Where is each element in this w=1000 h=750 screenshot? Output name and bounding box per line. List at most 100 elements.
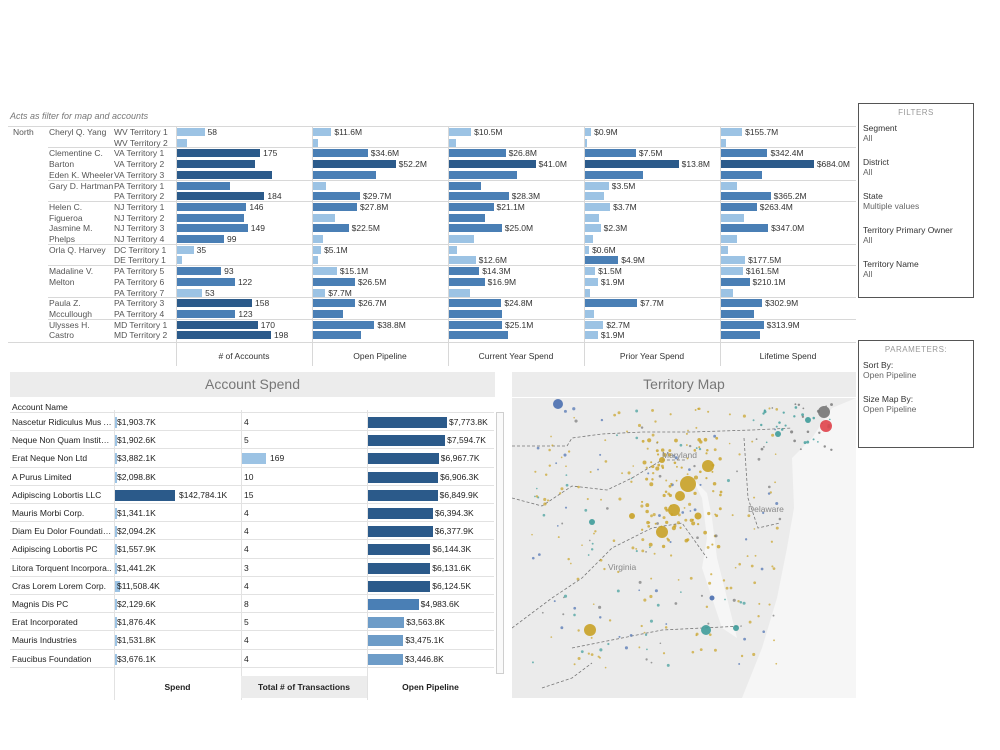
account-name[interactable]: Nascetur Ridiculus Mus A.. bbox=[12, 417, 112, 427]
spend-bar[interactable] bbox=[115, 526, 117, 538]
map-dot[interactable] bbox=[651, 471, 655, 475]
map-dot[interactable] bbox=[793, 439, 796, 443]
map-dot[interactable] bbox=[691, 521, 696, 526]
map-dot[interactable] bbox=[688, 502, 692, 506]
map-dot[interactable] bbox=[757, 457, 761, 461]
map-dot[interactable] bbox=[738, 562, 741, 566]
map-dot[interactable] bbox=[647, 525, 651, 528]
map-dot[interactable] bbox=[695, 634, 698, 637]
bar-pipeline[interactable] bbox=[313, 170, 377, 179]
map-dot[interactable] bbox=[768, 407, 771, 410]
map-dot[interactable] bbox=[689, 576, 693, 580]
map-dot[interactable] bbox=[550, 636, 553, 638]
map-dot[interactable] bbox=[616, 434, 618, 437]
map-dot[interactable] bbox=[567, 450, 571, 453]
map-dot[interactable] bbox=[673, 461, 677, 465]
map-dot[interactable] bbox=[739, 600, 743, 604]
map-dot[interactable] bbox=[562, 613, 565, 616]
map-dot[interactable] bbox=[697, 407, 700, 410]
map-dot[interactable] bbox=[617, 411, 621, 415]
bar-cy[interactable] bbox=[449, 245, 458, 254]
filter-value[interactable]: All bbox=[863, 269, 873, 279]
map-dot[interactable] bbox=[586, 497, 589, 501]
bar-lt[interactable] bbox=[721, 245, 728, 254]
map-dot[interactable] bbox=[715, 514, 719, 518]
map-dot[interactable] bbox=[802, 407, 805, 410]
pipeline-bar[interactable] bbox=[368, 453, 439, 465]
map-dot[interactable] bbox=[612, 539, 616, 542]
map-dot[interactable] bbox=[668, 493, 672, 498]
map-dot[interactable] bbox=[676, 465, 678, 468]
map-dot[interactable] bbox=[752, 652, 756, 657]
map-dot[interactable] bbox=[560, 487, 564, 491]
map-dot[interactable] bbox=[599, 648, 603, 652]
bar-accounts[interactable] bbox=[177, 256, 182, 265]
map-dot[interactable] bbox=[608, 619, 612, 622]
map-dot[interactable] bbox=[728, 413, 731, 416]
owner-name[interactable]: Jasmine M. bbox=[49, 223, 93, 234]
map-dot[interactable] bbox=[587, 554, 590, 556]
bar-pipeline[interactable] bbox=[313, 181, 326, 190]
map-dot[interactable] bbox=[665, 623, 668, 625]
map-dot[interactable] bbox=[686, 473, 689, 476]
map-dot[interactable] bbox=[573, 416, 575, 419]
account-name[interactable]: Faucibus Foundation bbox=[12, 653, 92, 664]
map-dot[interactable] bbox=[651, 478, 654, 481]
map-dot[interactable] bbox=[645, 503, 650, 508]
map-dot[interactable] bbox=[641, 538, 645, 542]
map-dot[interactable] bbox=[556, 525, 559, 527]
map-dot[interactable] bbox=[660, 448, 665, 452]
bar-cy[interactable] bbox=[449, 170, 517, 179]
pipeline-bar[interactable] bbox=[368, 489, 438, 501]
territory-name[interactable]: NJ Territory 1 bbox=[114, 201, 165, 212]
map-dot[interactable] bbox=[729, 586, 733, 590]
map-dot[interactable] bbox=[674, 456, 678, 460]
map-dot[interactable] bbox=[711, 470, 714, 473]
bar-accounts[interactable] bbox=[177, 320, 258, 329]
bar-cy[interactable] bbox=[449, 235, 475, 243]
map-dot[interactable] bbox=[699, 483, 702, 486]
bar-py[interactable] bbox=[585, 267, 596, 276]
map-dot[interactable] bbox=[679, 526, 682, 529]
map-dot[interactable] bbox=[593, 532, 595, 535]
map-dot[interactable] bbox=[642, 460, 647, 465]
map-dot[interactable] bbox=[728, 442, 731, 445]
table-row[interactable]: Cras Lorem Lorem Corp. $11,508.4K 4 $6,124.… bbox=[10, 575, 494, 594]
map-dot[interactable] bbox=[712, 489, 715, 493]
spend-bar[interactable] bbox=[115, 453, 117, 465]
table-row[interactable]: Magnis Dis PC $2,129.6K 8 $4,983.6K bbox=[10, 594, 494, 612]
map-dot[interactable] bbox=[803, 441, 807, 445]
map-dot[interactable] bbox=[772, 614, 775, 617]
map-dot[interactable] bbox=[705, 605, 709, 609]
map-canvas[interactable] bbox=[512, 398, 856, 698]
map-dot[interactable] bbox=[659, 457, 665, 463]
bar-py[interactable] bbox=[585, 170, 643, 179]
map-dot[interactable] bbox=[587, 652, 590, 655]
map-dot[interactable] bbox=[541, 611, 544, 614]
map-dot[interactable] bbox=[714, 534, 718, 538]
map-dot[interactable] bbox=[646, 447, 649, 450]
owner-name[interactable]: Paula Z. bbox=[49, 298, 81, 309]
map-dot[interactable] bbox=[553, 399, 563, 409]
map-dot[interactable] bbox=[707, 410, 710, 413]
territory-name[interactable]: PA Territory 5 bbox=[114, 266, 165, 277]
map-dot[interactable] bbox=[771, 565, 774, 568]
bar-py[interactable] bbox=[585, 224, 601, 233]
account-name[interactable]: Diam Eu Dolor Foundation bbox=[12, 526, 112, 537]
map-dot[interactable] bbox=[641, 528, 644, 531]
map-dot[interactable] bbox=[584, 508, 588, 512]
map-dot[interactable] bbox=[654, 589, 658, 593]
map-dot[interactable] bbox=[684, 518, 688, 522]
account-name[interactable]: Molestie Dapibus Ligula I.. bbox=[12, 672, 112, 673]
column-header[interactable]: # of Accounts bbox=[218, 351, 270, 361]
account-name[interactable]: Adipiscing Lobortis LLC bbox=[12, 489, 102, 500]
bar-accounts[interactable] bbox=[177, 235, 225, 243]
map-dot[interactable] bbox=[784, 424, 787, 427]
map-dot[interactable] bbox=[656, 522, 659, 525]
account-name[interactable]: A Purus Limited bbox=[12, 471, 72, 482]
map-dot[interactable] bbox=[656, 441, 659, 444]
map-dot[interactable] bbox=[600, 418, 604, 422]
owner-name[interactable]: Cheryl Q. Yang bbox=[49, 127, 107, 137]
map-dot[interactable] bbox=[687, 429, 689, 432]
map-dot[interactable] bbox=[537, 553, 541, 556]
